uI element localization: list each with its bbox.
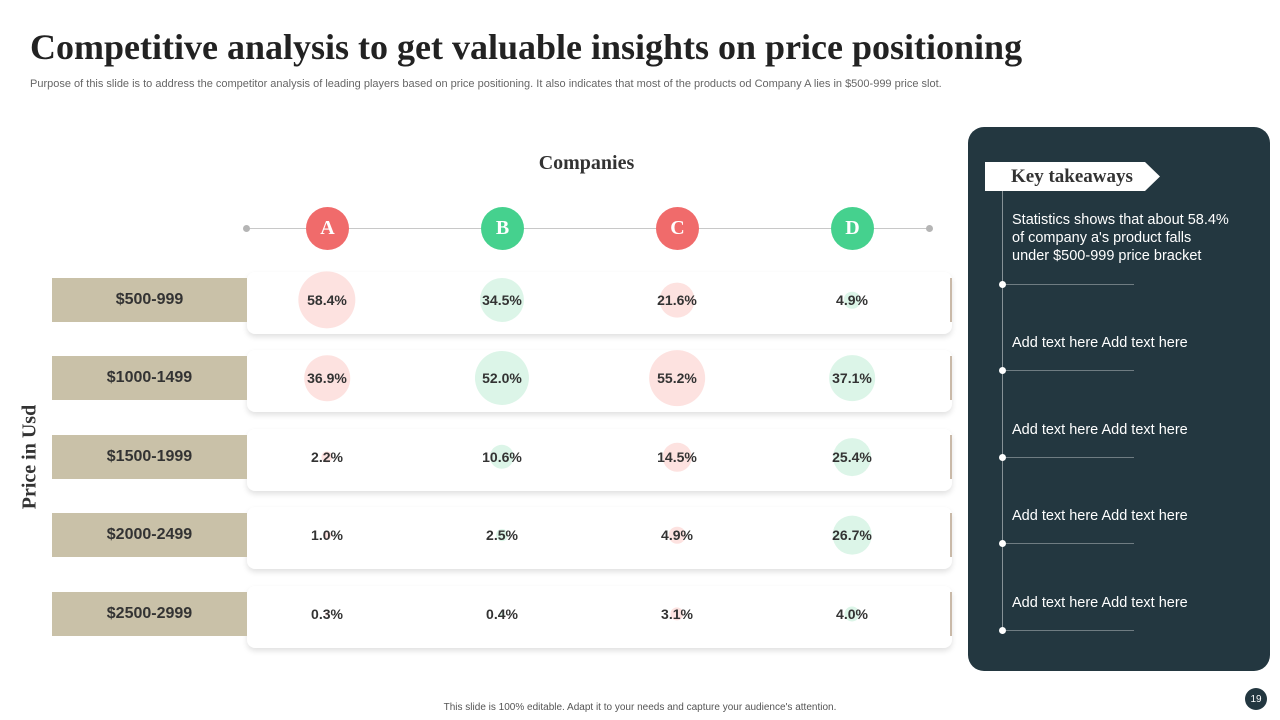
key-takeaways-panel: [968, 127, 1270, 671]
value-bubble: [496, 529, 508, 541]
y-axis-title: Price in Usd: [18, 404, 41, 510]
value-bubble: [298, 271, 356, 329]
takeaway-divider: [1006, 630, 1134, 631]
value-bubble: [829, 355, 875, 401]
price-range-label: $500-999: [52, 278, 247, 322]
value-label: 14.5%: [657, 449, 697, 465]
value-bubble: [833, 438, 871, 476]
value-label: 3.1%: [661, 606, 693, 622]
takeaway-text: Add text here Add text here: [1012, 335, 1188, 351]
takeaway-divider: [1006, 457, 1134, 458]
value-label: 10.6%: [482, 449, 522, 465]
price-range-label: $1500-1999: [52, 435, 247, 479]
value-bubble: [832, 515, 872, 555]
value-label: 2.5%: [486, 527, 518, 543]
value-bubble: [489, 444, 515, 470]
price-range-label: $1000-1499: [52, 356, 247, 400]
company-badge-d: D: [831, 207, 874, 250]
value-label: 2.2%: [311, 449, 343, 465]
takeaway-dot: [999, 281, 1006, 288]
takeaway-divider: [1006, 370, 1134, 371]
value-label: 26.7%: [832, 527, 872, 543]
value-label: 0.4%: [486, 606, 518, 622]
value-label: 36.9%: [307, 370, 347, 386]
value-label: 37.1%: [832, 370, 872, 386]
takeaway-dot: [999, 367, 1006, 374]
value-label: 58.4%: [307, 292, 347, 308]
price-row-card: [247, 272, 952, 334]
company-badge-a: A: [306, 207, 349, 250]
value-bubble: [324, 611, 330, 617]
price-row-end-marker: [950, 356, 952, 400]
value-bubble: [662, 442, 692, 472]
takeaway-text: Add text here Add text here: [1012, 422, 1188, 438]
value-bubble: [670, 607, 684, 621]
slide-subtitle: Purpose of this slide is to address the …: [30, 78, 942, 90]
price-row-end-marker: [950, 513, 952, 557]
value-bubble: [323, 531, 331, 539]
value-bubble: [304, 355, 350, 401]
value-label: 4.9%: [661, 527, 693, 543]
takeaway-divider: [1006, 543, 1134, 544]
takeaway-text: Add text here Add text here: [1012, 508, 1188, 524]
company-badge-b: B: [481, 207, 524, 250]
value-bubble: [843, 291, 861, 309]
value-label: 1.0%: [311, 527, 343, 543]
value-label: 0.3%: [311, 606, 343, 622]
takeaway-text: Add text here Add text here: [1012, 595, 1188, 611]
takeaway-dot: [999, 454, 1006, 461]
axis-start-dot: [243, 225, 250, 232]
value-bubble: [321, 451, 333, 463]
value-bubble: [474, 350, 530, 406]
value-label: 4.0%: [836, 606, 868, 622]
value-label: 25.4%: [832, 449, 872, 465]
price-row-card: [247, 586, 952, 648]
takeaway-dot: [999, 627, 1006, 634]
value-bubble: [499, 611, 505, 617]
takeaway-divider: [1006, 284, 1134, 285]
takeaway-text: Statistics shows that about 58.4% of com…: [1012, 212, 1229, 264]
takeaways-timeline-line: [1002, 191, 1003, 634]
value-label: 55.2%: [657, 370, 697, 386]
axis-end-dot: [926, 225, 933, 232]
takeaway-dot: [999, 540, 1006, 547]
value-label: 34.5%: [482, 292, 522, 308]
value-bubble: [479, 277, 525, 323]
x-axis-title: Companies: [538, 152, 635, 174]
value-label: 4.9%: [836, 292, 868, 308]
price-range-label: $2000-2499: [52, 513, 247, 557]
price-row-end-marker: [950, 435, 952, 479]
value-label: 21.6%: [657, 292, 697, 308]
slide-title: Competitive analysis to get valuable ins…: [30, 27, 1023, 67]
company-badge-c: C: [656, 207, 699, 250]
value-bubble: [649, 350, 705, 406]
value-bubble: [668, 526, 686, 544]
company-axis-line: [247, 228, 930, 229]
price-range-label: $2500-2999: [52, 592, 247, 636]
value-label: 52.0%: [482, 370, 522, 386]
value-bubble: [659, 282, 695, 318]
price-row-end-marker: [950, 278, 952, 322]
page-number: 19: [1245, 688, 1267, 710]
value-bubble: [844, 606, 860, 622]
footer-note: This slide is 100% editable. Adapt it to…: [443, 702, 837, 713]
key-takeaways-heading: Key takeaways: [985, 162, 1160, 191]
price-row-end-marker: [950, 592, 952, 636]
